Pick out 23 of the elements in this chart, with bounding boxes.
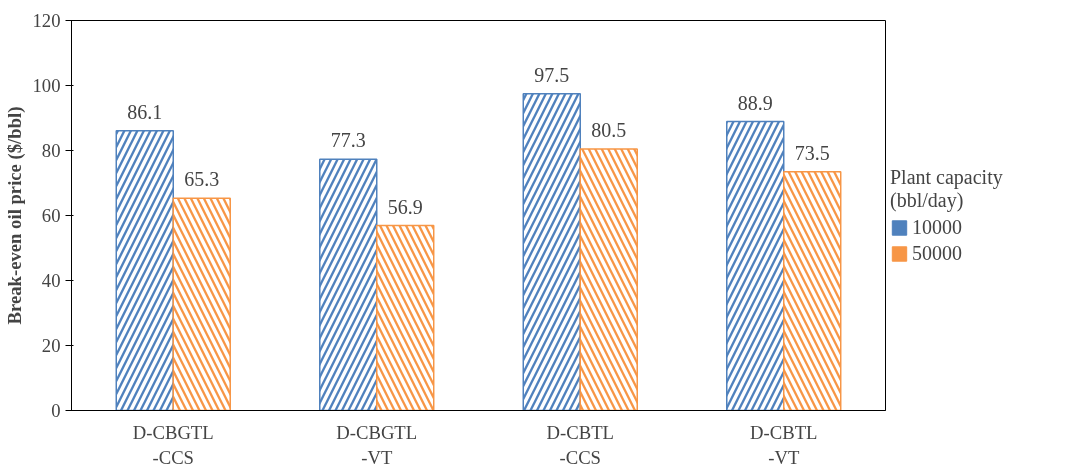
y-tick-label: 20 [41, 335, 61, 356]
x-tick-label: D-CBTL -CCS [546, 421, 614, 468]
y-tick-label: 60 [41, 205, 61, 226]
y-tick-label: 0 [51, 400, 61, 421]
data-label: 86.1 [127, 100, 163, 123]
data-label: 65.3 [184, 168, 220, 191]
data-label: 73.5 [794, 141, 830, 164]
x-tick-label: D-CBTL -VT [750, 421, 818, 468]
data-label: 88.9 [737, 91, 773, 114]
legend-label: 50000 [912, 241, 962, 265]
x-tick-label: D-CBGTL -VT [336, 421, 418, 468]
y-tick-label: 40 [41, 270, 61, 291]
data-label: 80.5 [591, 118, 627, 141]
x-tick-label: D-CBGTL -CCS [132, 421, 214, 468]
y-tick-label: 100 [32, 75, 61, 96]
legend-label: 10000 [912, 215, 962, 239]
data-label: 56.9 [387, 195, 423, 218]
data-label: 77.3 [330, 129, 366, 152]
y-tick-label: 120 [32, 10, 61, 31]
legend-title: Plant capacity (bbl/day) [890, 165, 1003, 212]
y-tick-label: 80 [41, 140, 61, 161]
data-label: 97.5 [534, 63, 570, 86]
y-axis-title: Break-even oil price ($/bbl) [3, 106, 26, 325]
